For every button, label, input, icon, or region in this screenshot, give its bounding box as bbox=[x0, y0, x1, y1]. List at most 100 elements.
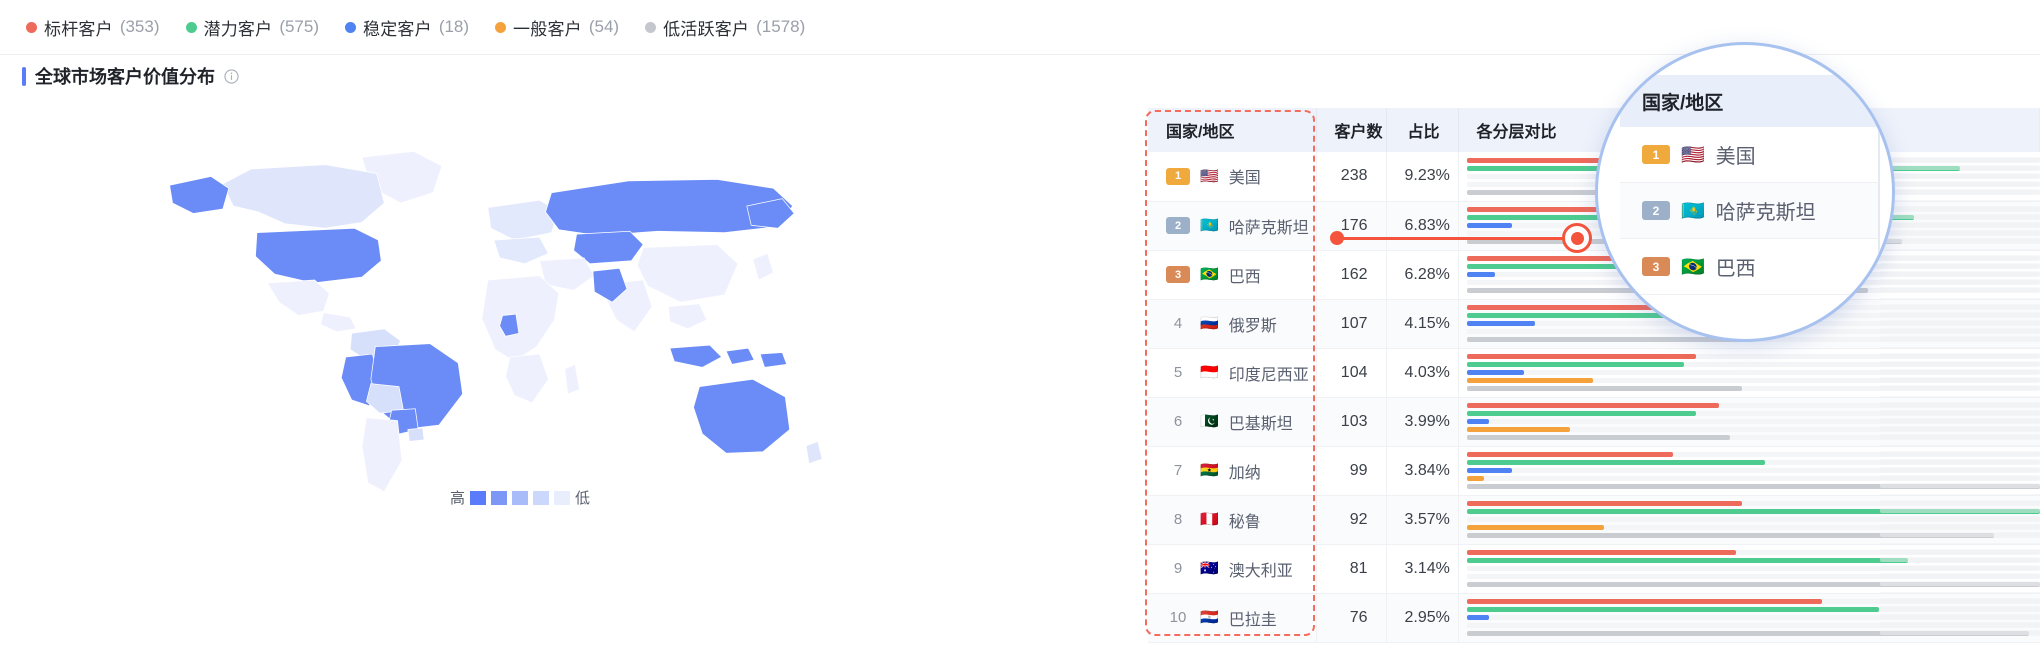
cell-share-percent: 9.23% bbox=[1386, 152, 1459, 202]
cell-customer-count: 238 bbox=[1316, 152, 1387, 202]
ghost-row bbox=[1880, 397, 2040, 446]
ghost-row bbox=[1880, 299, 2040, 348]
bar-row-0 bbox=[1466, 452, 2040, 457]
cell-country[interactable]: 5 🇮🇩 印度尼西亚 bbox=[1148, 348, 1317, 398]
country-flag-icon: 🇵🇪 bbox=[1200, 511, 1219, 528]
bar-row-0 bbox=[1466, 403, 2040, 408]
cell-country[interactable]: 1 🇺🇸 美国 bbox=[1148, 152, 1317, 202]
cell-share-percent: 4.03% bbox=[1386, 348, 1459, 398]
country-flag-icon: 🇧🇷 bbox=[1681, 256, 1705, 278]
country-name: 巴拉圭 bbox=[1228, 611, 1277, 629]
bar-row-0 bbox=[1466, 599, 2040, 604]
col-header-country[interactable]: 国家/地区 bbox=[1148, 108, 1317, 152]
legend-item-4[interactable]: 低活跃客户 (1578) bbox=[645, 15, 805, 40]
bar-row-0 bbox=[1466, 550, 2040, 555]
map-swatch-3 bbox=[533, 490, 550, 505]
rank-medal-icon: 2 bbox=[1642, 201, 1670, 220]
dot-icon bbox=[645, 21, 657, 33]
bar-row-4 bbox=[1466, 484, 2040, 489]
legend-label: 低活跃客户 bbox=[663, 19, 750, 39]
bar-row-1 bbox=[1466, 558, 2040, 563]
legend-item-3[interactable]: 一般客户 (54) bbox=[495, 15, 619, 40]
world-choropleth-map[interactable] bbox=[140, 120, 880, 520]
cell-country[interactable]: 10 🇵🇾 巴拉圭 bbox=[1148, 593, 1317, 643]
cell-country[interactable]: 4 🇷🇺 俄罗斯 bbox=[1148, 299, 1317, 349]
info-circle-icon[interactable] bbox=[224, 68, 239, 84]
country-name: 秘鲁 bbox=[1228, 513, 1261, 531]
legend-item-2[interactable]: 稳定客户 (18) bbox=[345, 15, 469, 40]
rank-medal-icon: 3 bbox=[1166, 266, 1190, 283]
cell-share-percent: 3.99% bbox=[1386, 397, 1459, 447]
legend-item-1[interactable]: 潜力客户 (575) bbox=[185, 15, 319, 40]
map-legend-swatches bbox=[470, 490, 571, 505]
country-name: 巴西 bbox=[1228, 268, 1261, 286]
country-name: 印度尼西亚 bbox=[1228, 366, 1309, 384]
bar-row-1 bbox=[1466, 460, 2040, 465]
country-flag-icon: 🇺🇸 bbox=[1200, 167, 1219, 185]
map-swatch-0 bbox=[470, 490, 487, 505]
legend-count: (353) bbox=[119, 17, 160, 36]
cell-customer-count: 176 bbox=[1316, 201, 1387, 251]
bar-row-3 bbox=[1466, 427, 2040, 432]
map-swatch-1 bbox=[491, 490, 508, 505]
lens-col-header-country: 国家/地区 bbox=[1620, 75, 1880, 127]
cell-share-percent: 2.95% bbox=[1386, 593, 1459, 643]
rank-number: 9 bbox=[1173, 560, 1183, 577]
ghost-header bbox=[1880, 108, 2040, 152]
country-flag-icon: 🇬🇭 bbox=[1200, 462, 1219, 479]
col-header-customers[interactable]: 客户数 bbox=[1316, 108, 1387, 152]
rank-medal-icon: 1 bbox=[1642, 145, 1670, 164]
cell-customer-count: 81 bbox=[1316, 544, 1387, 594]
col-header-share[interactable]: 占比 bbox=[1386, 108, 1459, 152]
country-name: 哈萨克斯坦 bbox=[1228, 219, 1309, 237]
annotation-pointer-line bbox=[1337, 237, 1581, 240]
cell-share-percent: 3.14% bbox=[1386, 544, 1459, 594]
cell-customer-count: 104 bbox=[1316, 348, 1387, 398]
rank-number: 10 bbox=[1169, 609, 1187, 626]
ghost-row bbox=[1880, 495, 2040, 544]
page-title: 全球市场客户价值分布 bbox=[35, 67, 215, 87]
legend-label: 潜力客户 bbox=[203, 19, 273, 39]
bar-row-3 bbox=[1466, 378, 2040, 383]
bar-row-2 bbox=[1466, 566, 2040, 571]
ghost-row bbox=[1880, 348, 2040, 397]
bar-row-1 bbox=[1466, 509, 2040, 514]
country-name: 美国 bbox=[1715, 146, 1756, 168]
country-name: 加纳 bbox=[1228, 464, 1261, 482]
map-swatch-4 bbox=[554, 490, 571, 505]
country-name: 澳大利亚 bbox=[1228, 562, 1293, 580]
rank-medal-icon: 3 bbox=[1642, 257, 1670, 276]
bar-row-2 bbox=[1466, 370, 2040, 375]
cell-country[interactable]: 3 🇧🇷 巴西 bbox=[1148, 250, 1317, 300]
target-circle-icon bbox=[1562, 223, 1592, 253]
country-flag-icon: 🇰🇿 bbox=[1681, 200, 1705, 222]
country-flag-icon: 🇦🇺 bbox=[1200, 560, 1219, 577]
country-flag-icon: 🇮🇩 bbox=[1200, 364, 1219, 381]
bar-row-2 bbox=[1466, 517, 2040, 522]
legend-item-0[interactable]: 标杆客户 (353) bbox=[26, 15, 160, 40]
bar-row-0 bbox=[1466, 354, 2040, 359]
country-flag-icon: 🇵🇰 bbox=[1200, 413, 1219, 430]
ghost-row bbox=[1880, 201, 2040, 250]
map-legend-low-label: 低 bbox=[575, 490, 591, 507]
country-flag-icon: 🇵🇾 bbox=[1200, 609, 1219, 626]
ghost-row bbox=[1880, 250, 2040, 299]
series-legend: 标杆客户 (353) 潜力客户 (575) 稳定客户 (18) 一般客户 (54) 低活跃客户 (… bbox=[0, 0, 2040, 55]
country-name: 巴基斯坦 bbox=[1228, 415, 1293, 433]
cell-country[interactable]: 7 🇬🇭 加纳 bbox=[1148, 446, 1317, 496]
cell-country[interactable]: 9 🇦🇺 澳大利亚 bbox=[1148, 544, 1317, 594]
rank-number: 4 bbox=[1173, 315, 1183, 332]
cell-country[interactable]: 8 🇵🇪 秘鲁 bbox=[1148, 495, 1317, 545]
cell-customer-count: 103 bbox=[1316, 397, 1387, 447]
legend-label: 稳定客户 bbox=[363, 19, 432, 39]
legend-count: (18) bbox=[438, 17, 470, 36]
table-overflow-ghost bbox=[1880, 108, 2040, 636]
bar-row-4 bbox=[1466, 386, 2040, 391]
table-row[interactable]: 9 🇦🇺 澳大利亚 81 3.14% bbox=[1148, 544, 2040, 594]
cell-share-percent: 6.28% bbox=[1386, 250, 1459, 300]
country-name: 俄罗斯 bbox=[1228, 317, 1277, 335]
cell-country[interactable]: 2 🇰🇿 哈萨克斯坦 bbox=[1148, 201, 1317, 251]
legend-count: (54) bbox=[588, 17, 620, 36]
cell-country[interactable]: 6 🇵🇰 巴基斯坦 bbox=[1148, 397, 1317, 447]
